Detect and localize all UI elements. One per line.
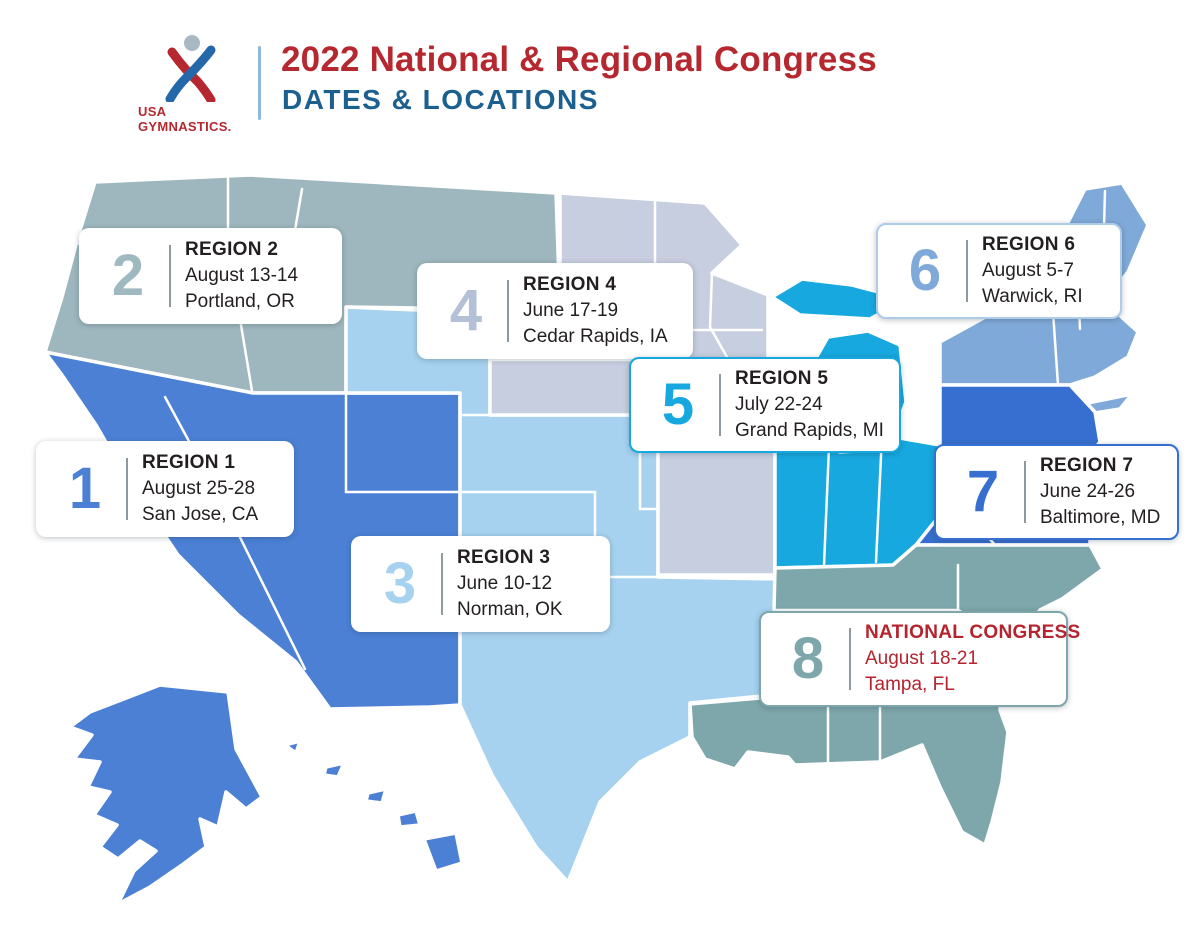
region-location: Baltimore, MD — [1040, 507, 1161, 528]
region-label: REGION 6 — [982, 234, 1076, 255]
national-congress-details: NATIONAL CONGRESS August 18-21 Tampa, FL — [865, 620, 1081, 698]
region-dates: August 5-7 — [982, 260, 1074, 281]
region-7-details: REGION 7 June 24-26 Baltimore, MD — [1040, 453, 1160, 531]
region-1-details: REGION 1 August 25-28 San Jose, CA — [142, 450, 258, 528]
region-dates: August 18-21 — [865, 648, 979, 669]
region-dates: June 17-19 — [523, 300, 619, 321]
hawaii-island — [396, 809, 422, 829]
region-4-details: REGION 4 June 17-19 Cedar Rapids, IA — [523, 272, 668, 350]
region-dates: June 10-12 — [457, 573, 553, 594]
region-6-details: REGION 6 August 5-7 Warwick, RI — [982, 232, 1083, 310]
region-label: REGION 5 — [735, 368, 829, 389]
region-location: Norman, OK — [457, 599, 563, 620]
brand-text: USA GYMNASTICS. — [138, 104, 232, 134]
national-congress-callout: 8 NATIONAL CONGRESS August 18-21 Tampa, … — [759, 611, 1080, 707]
page-title: 2022 National & Regional Congress — [281, 40, 877, 79]
region-label: REGION 4 — [523, 274, 617, 295]
callout-divider — [441, 553, 443, 615]
page-subtitle: DATES & LOCATIONS — [282, 84, 599, 115]
region-7-number: 7 — [966, 459, 999, 524]
callout-divider — [126, 458, 128, 520]
region-label: REGION 3 — [457, 547, 551, 568]
region-location: San Jose, CA — [142, 504, 259, 525]
callout-divider — [849, 628, 851, 690]
region-2-details: REGION 2 August 13-14 Portland, OR — [185, 237, 298, 315]
region-location: Grand Rapids, MI — [735, 420, 884, 441]
region-1-number: 1 — [68, 456, 101, 521]
callout-divider — [169, 245, 171, 307]
region-2-number: 2 — [111, 243, 144, 308]
callout-divider — [966, 240, 968, 302]
region-label: NATIONAL CONGRESS — [865, 622, 1081, 643]
region-dates: July 22-24 — [735, 394, 823, 415]
region-location: Tampa, FL — [865, 674, 955, 695]
region-5-callout: 5 REGION 5 July 22-24 Grand Rapids, MI — [629, 357, 901, 453]
region-dates: August 13-14 — [185, 265, 299, 286]
region-4-callout: 4 REGION 4 June 17-19 Cedar Rapids, IA — [417, 263, 693, 359]
alaska-area — [68, 683, 264, 906]
region-2-callout: 2 REGION 2 August 13-14 Portland, OR — [79, 228, 342, 324]
gymnast-blue-stroke — [165, 45, 216, 102]
region-6-callout: 6 REGION 6 August 5-7 Warwick, RI — [876, 223, 1122, 319]
region-4-number: 4 — [449, 278, 482, 343]
callout-divider — [719, 374, 721, 436]
region-3-callout: 3 REGION 3 June 10-12 Norman, OK — [351, 536, 610, 632]
region-dates: August 25-28 — [142, 478, 256, 499]
region-location: Cedar Rapids, IA — [523, 326, 668, 347]
hawaii-island — [364, 787, 388, 805]
gymnast-red-stroke — [167, 47, 216, 102]
hawaii-island — [422, 831, 464, 873]
region-dates: June 24-26 — [1040, 481, 1136, 502]
region-1-callout: 1 REGION 1 August 25-28 San Jose, CA — [36, 441, 294, 537]
region-6-number: 6 — [908, 238, 941, 303]
region-3-number: 3 — [383, 551, 416, 616]
region-label: REGION 7 — [1040, 455, 1134, 476]
usa-gymnastics-logo — [165, 35, 216, 102]
region-3-details: REGION 3 June 10-12 Norman, OK — [457, 545, 563, 623]
callout-divider — [507, 280, 509, 342]
hawaii-islands — [283, 739, 464, 873]
region-location: Portland, OR — [185, 291, 295, 312]
region-location: Warwick, RI — [982, 286, 1083, 307]
region-label: REGION 1 — [142, 452, 236, 473]
hawaii-island — [283, 739, 302, 755]
region-7-callout: 7 REGION 7 June 24-26 Baltimore, MD — [934, 444, 1179, 540]
header-divider — [258, 46, 261, 120]
region-5-number: 5 — [661, 372, 694, 437]
gymnast-head — [184, 35, 200, 51]
region-5-details: REGION 5 July 22-24 Grand Rapids, MI — [735, 366, 884, 444]
region-label: REGION 2 — [185, 239, 279, 260]
hawaii-island — [322, 761, 346, 779]
region-8-number: 8 — [791, 626, 824, 691]
callout-divider — [1024, 461, 1026, 523]
